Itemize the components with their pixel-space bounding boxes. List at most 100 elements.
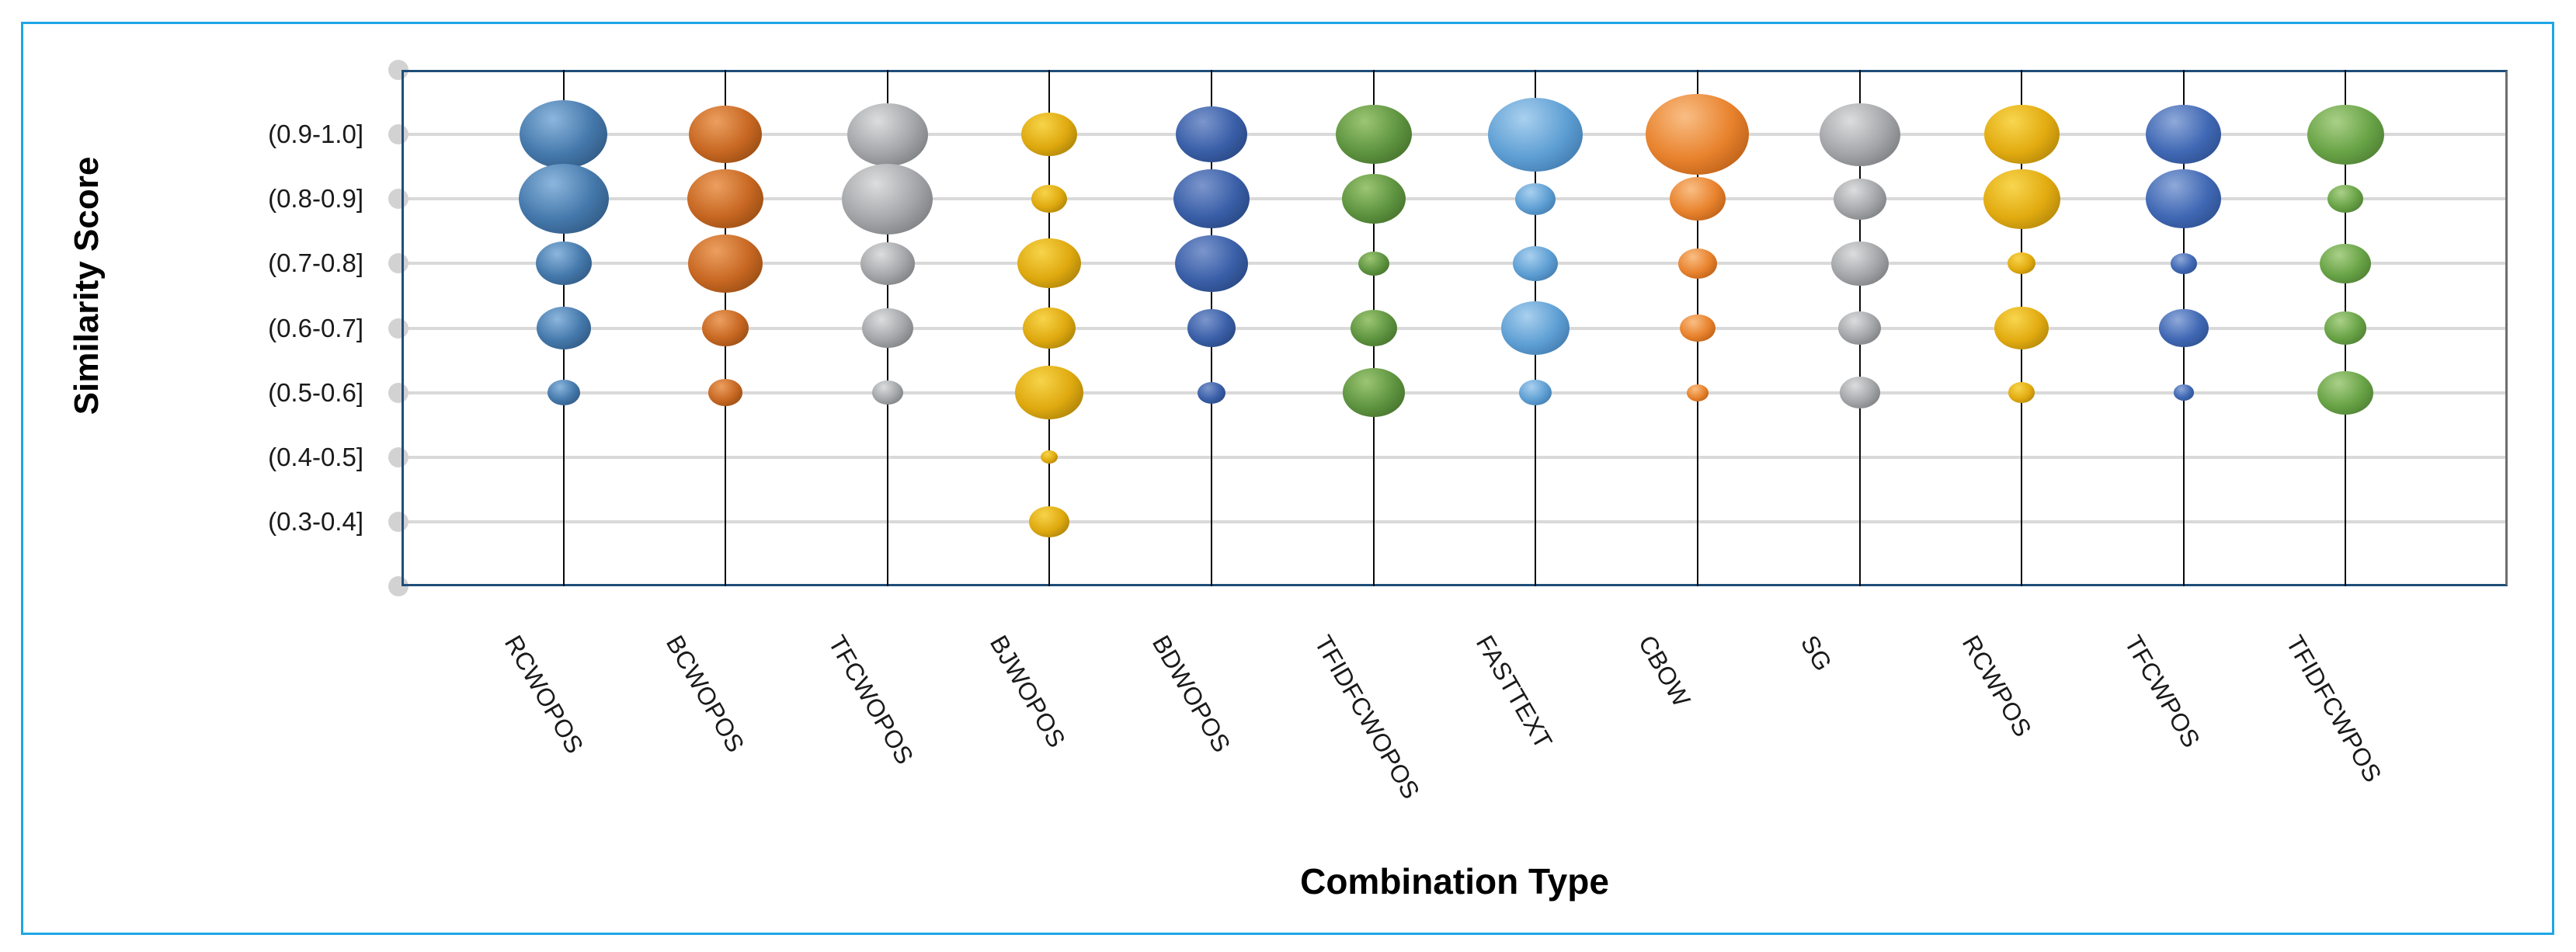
bubble-TFCWOPOS-(0.9-1.0] — [846, 102, 928, 166]
x-tick-label-BCWOPOS: BCWOPOS — [661, 631, 750, 757]
bubble-FASTTEXT-(0.9-1.0] — [1488, 97, 1583, 172]
bubble-BJWOPOS-(0.8-0.9] — [1031, 185, 1068, 214]
bubble-FASTTEXT-(0.6-0.7] — [1501, 301, 1570, 355]
bubble-RCWOPOS-(0.6-0.7] — [536, 307, 591, 349]
bubble-BDWOPOS-(0.6-0.7] — [1187, 309, 1236, 347]
bubble-TFIDFCWOPOS-(0.9-1.0] — [1335, 104, 1412, 165]
bubble-RCWPOS-(0.8-0.9] — [1983, 169, 2060, 229]
bubble-SG-(0.8-0.9] — [1833, 178, 1886, 220]
bubble-TFIDFCWOPOS-(0.5-0.6] — [1342, 368, 1405, 417]
axis-dot-2 — [388, 189, 408, 210]
x-tick-label-BJWOPOS: BJWOPOS — [985, 631, 1072, 752]
bubble-BCWOPOS-(0.7-0.8] — [688, 234, 763, 293]
bubble-CBOW-(0.9-1.0] — [1646, 94, 1750, 175]
bubble-BCWOPOS-(0.9-1.0] — [689, 106, 763, 163]
bubble-TFIDFCWPOS-(0.9-1.0] — [2307, 104, 2384, 165]
bubble-CBOW-(0.8-0.9] — [1669, 177, 1726, 221]
gridline-0 — [391, 133, 2508, 137]
bubble-CBOW-(0.7-0.8] — [1677, 248, 1717, 279]
bubble-BJWOPOS-(0.5-0.6] — [1015, 366, 1084, 419]
bubble-TFIDFCWOPOS-(0.8-0.9] — [1341, 174, 1406, 224]
gridline-3 — [391, 326, 2508, 330]
axis-dot-8 — [388, 576, 408, 596]
bubble-TFCWPOS-(0.9-1.0] — [2146, 105, 2222, 164]
bubble-BJWOPOS-(0.6-0.7] — [1023, 307, 1076, 349]
bubble-TFCWPOS-(0.6-0.7] — [2158, 308, 2209, 348]
gridline-2 — [391, 262, 2508, 266]
bubble-SG-(0.9-1.0] — [1819, 102, 1900, 166]
y-tick-label-6: (0.3-0.4] — [268, 506, 363, 536]
x-tick-label-TFCWOPOS: TFCWOPOS — [822, 631, 920, 770]
bubble-TFIDFCWPOS-(0.7-0.8] — [2320, 243, 2372, 284]
bubble-TFCWOPOS-(0.5-0.6] — [871, 380, 903, 405]
bubble-TFCWPOS-(0.7-0.8] — [2170, 253, 2197, 274]
bubble-BCWOPOS-(0.6-0.7] — [702, 310, 749, 346]
y-tick-label-0: (0.9-1.0] — [268, 120, 363, 149]
bubble-SG-(0.5-0.6] — [1839, 377, 1880, 408]
bubble-TFCWOPOS-(0.8-0.9] — [842, 163, 933, 235]
bubble-BJWOPOS-(0.3-0.4] — [1029, 506, 1070, 538]
bubble-TFCWOPOS-(0.7-0.8] — [860, 242, 915, 285]
x-axis-title: Combination Type — [1300, 861, 1609, 902]
gridline-6 — [391, 519, 2508, 523]
bubble-FASTTEXT-(0.8-0.9] — [1515, 182, 1556, 215]
bubble-SG-(0.6-0.7] — [1838, 311, 1882, 345]
gridline-1 — [391, 197, 2508, 201]
bubble-FASTTEXT-(0.5-0.6] — [1519, 380, 1552, 405]
bubble-TFIDFCWPOS-(0.5-0.6] — [2317, 370, 2374, 415]
bubble-TFCWPOS-(0.5-0.6] — [2173, 384, 2194, 401]
x-tick-label-TFCWPOS: TFCWPOS — [2119, 631, 2206, 752]
y-tick-label-1: (0.8-0.9] — [268, 184, 363, 214]
bubble-TFIDFCWPOS-(0.8-0.9] — [2327, 185, 2364, 214]
bubble-CBOW-(0.6-0.7] — [1679, 314, 1716, 342]
bubble-RCWOPOS-(0.8-0.9] — [518, 164, 609, 235]
x-tick-label-SG: SG — [1795, 631, 1837, 676]
axis-dot-3 — [388, 253, 408, 274]
bubble-BDWOPOS-(0.9-1.0] — [1176, 106, 1248, 162]
bubble-BJWOPOS-(0.4-0.5] — [1041, 450, 1059, 464]
gridline-4 — [391, 391, 2508, 394]
bubble-RCWPOS-(0.6-0.7] — [1994, 307, 2049, 349]
bubble-BCWOPOS-(0.5-0.6] — [708, 379, 743, 406]
bubble-BDWOPOS-(0.7-0.8] — [1175, 235, 1249, 293]
axis-dot-6 — [388, 446, 408, 467]
bubble-RCWPOS-(0.7-0.8] — [2008, 252, 2036, 275]
bubble-RCWOPOS-(0.7-0.8] — [535, 241, 592, 286]
bubble-RCWOPOS-(0.9-1.0] — [520, 100, 608, 169]
gridline-5 — [391, 455, 2508, 459]
x-tick-label-TFIDFCWPOS: TFIDFCWPOS — [2281, 631, 2388, 787]
bubble-BJWOPOS-(0.7-0.8] — [1017, 238, 1082, 289]
x-tick-label-FASTTEXT: FASTTEXT — [1471, 631, 1559, 754]
y-tick-label-2: (0.7-0.8] — [268, 248, 363, 278]
bubble-BJWOPOS-(0.9-1.0] — [1021, 113, 1078, 157]
bubble-RCWPOS-(0.9-1.0] — [1983, 105, 2060, 164]
bubble-TFCWPOS-(0.8-0.9] — [2146, 169, 2222, 229]
axis-dot-1 — [388, 124, 408, 145]
x-tick-label-RCWPOS: RCWPOS — [1956, 631, 2038, 742]
bubble-BCWOPOS-(0.8-0.9] — [687, 169, 764, 229]
bubble-RCWPOS-(0.5-0.6] — [2008, 382, 2035, 403]
axis-dot-5 — [388, 382, 408, 403]
y-tick-label-4: (0.5-0.6] — [268, 377, 363, 407]
bubble-FASTTEXT-(0.7-0.8] — [1513, 245, 1559, 281]
axis-dot-4 — [388, 318, 408, 339]
bubble-TFIDFCWOPOS-(0.7-0.8] — [1358, 251, 1389, 276]
bubble-TFIDFCWOPOS-(0.6-0.7] — [1350, 310, 1397, 346]
bubble-TFCWOPOS-(0.6-0.7] — [861, 307, 913, 349]
bubble-TFIDFCWPOS-(0.6-0.7] — [2324, 311, 2367, 345]
bubble-RCWOPOS-(0.5-0.6] — [547, 380, 580, 405]
y-tick-label-5: (0.4-0.5] — [268, 442, 363, 471]
bubble-BDWOPOS-(0.5-0.6] — [1198, 381, 1226, 404]
plot-area — [402, 70, 2508, 586]
bubble-SG-(0.7-0.8] — [1830, 241, 1889, 287]
y-tick-label-3: (0.6-0.7] — [268, 313, 363, 342]
bubble-BDWOPOS-(0.8-0.9] — [1173, 169, 1250, 229]
axis-dot-7 — [388, 511, 408, 532]
bubble-CBOW-(0.5-0.6] — [1686, 384, 1709, 401]
x-tick-label-BDWOPOS: BDWOPOS — [1146, 631, 1236, 757]
